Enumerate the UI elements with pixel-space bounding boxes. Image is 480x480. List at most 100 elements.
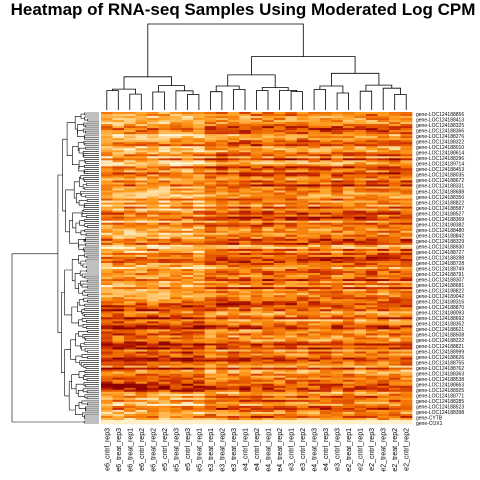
heatmap-cell: [216, 283, 229, 286]
heatmap-cell: [124, 337, 136, 340]
heatmap-cell: [239, 140, 252, 143]
heatmap-cell: [181, 238, 194, 242]
heatmap-cell: [262, 297, 275, 300]
heatmap-cell: [158, 381, 171, 385]
heatmap-cell: [101, 413, 113, 417]
heatmap-cell: [193, 144, 205, 147]
heatmap-cell: [400, 192, 413, 195]
heatmap-cell: [158, 285, 171, 288]
heatmap-cell: [250, 301, 263, 304]
heatmap-cell: [101, 279, 113, 282]
heatmap-cell: [147, 345, 159, 348]
heatmap-cell: [135, 421, 148, 425]
heatmap-cell: [365, 391, 378, 395]
heatmap-cell: [101, 250, 113, 254]
heatmap-cell: [365, 160, 378, 163]
heatmap-cell: [239, 226, 252, 230]
heatmap-cell: [262, 136, 275, 139]
row-label: gene-LOC124188010: [416, 145, 464, 151]
heatmap-cell: [331, 357, 344, 360]
heatmap-cell: [319, 323, 332, 326]
heatmap-cell: [147, 264, 159, 268]
heatmap-cell: [365, 349, 378, 352]
heatmap-cell: [216, 401, 229, 405]
column-label: e6_treat_rep2: [150, 428, 157, 472]
heatmap-cell: [147, 148, 159, 151]
heatmap-cell: [319, 210, 332, 213]
heatmap-cell: [400, 216, 413, 219]
heatmap-cell: [101, 112, 113, 115]
heatmap-cell: [250, 206, 263, 209]
heatmap-cell: [342, 411, 355, 415]
heatmap-cell: [354, 254, 367, 258]
heatmap-cell: [250, 154, 263, 157]
heatmap-cell: [147, 373, 159, 376]
heatmap-cell: [365, 232, 378, 236]
heatmap-cell: [308, 112, 321, 115]
heatmap-cell: [285, 373, 298, 376]
heatmap-cell: [170, 144, 182, 147]
heatmap-cell: [377, 307, 390, 310]
heatmap-cell: [135, 391, 148, 395]
heatmap-cell: [377, 230, 390, 234]
heatmap-cell: [170, 347, 182, 350]
heatmap-cell: [227, 230, 240, 234]
heatmap-cell: [124, 232, 136, 236]
heatmap-cell: [147, 190, 159, 193]
heatmap-cell: [365, 399, 378, 403]
heatmap-cell: [273, 114, 286, 117]
heatmap-cell: [388, 295, 401, 298]
heatmap-cell: [170, 353, 182, 356]
heatmap-cell: [262, 142, 275, 145]
row-dendrogram-branch: [78, 390, 85, 397]
heatmap-cell: [193, 319, 205, 322]
heatmap-cell: [124, 160, 136, 163]
row-dendrogram-branch: [65, 189, 75, 233]
heatmap-cell: [135, 232, 148, 236]
heatmap-cell: [354, 150, 367, 153]
heatmap-cell: [400, 246, 413, 250]
heatmap-cell: [365, 377, 378, 381]
heatmap-cell: [158, 252, 171, 256]
heatmap-cell: [216, 371, 229, 374]
heatmap-cell: [112, 311, 125, 314]
heatmap-cell: [250, 242, 263, 246]
heatmap-cell: [342, 206, 355, 209]
heatmap-cell: [250, 353, 263, 356]
heatmap-cell: [365, 383, 378, 387]
row-label: gene-LOC124188688: [416, 189, 464, 195]
heatmap-cell: [319, 399, 332, 403]
heatmap-cell: [354, 246, 367, 250]
heatmap-cell: [285, 283, 298, 286]
heatmap-cell: [388, 188, 401, 191]
heatmap-cell: [124, 224, 136, 228]
heatmap-cell: [112, 176, 125, 179]
heatmap-cell: [308, 411, 321, 415]
heatmap-cell: [319, 222, 332, 226]
heatmap-cell: [354, 333, 367, 336]
heatmap-cell: [342, 228, 355, 232]
heatmap-cell: [227, 212, 240, 215]
heatmap-cell: [342, 353, 355, 356]
heatmap-cell: [181, 363, 194, 366]
heatmap-cell: [204, 214, 217, 217]
heatmap-cell: [239, 275, 252, 278]
heatmap-cell: [308, 367, 321, 370]
heatmap-cell: [216, 295, 229, 298]
heatmap-cell: [158, 383, 171, 387]
heatmap-cell: [308, 361, 321, 364]
heatmap-cell: [400, 351, 413, 354]
heatmap-cell: [170, 170, 182, 173]
heatmap-cell: [342, 266, 355, 270]
heatmap-cell: [400, 238, 413, 242]
heatmap-cell: [112, 365, 125, 368]
heatmap-cell: [331, 234, 344, 238]
heatmap-cell: [262, 319, 275, 322]
heatmap-cell: [331, 136, 344, 139]
heatmap-cell: [250, 407, 263, 411]
heatmap-cell: [147, 178, 159, 181]
heatmap-cell: [262, 150, 275, 153]
heatmap-cell: [365, 112, 378, 115]
heatmap-cell: [273, 130, 286, 133]
heatmap-cell: [273, 347, 286, 350]
